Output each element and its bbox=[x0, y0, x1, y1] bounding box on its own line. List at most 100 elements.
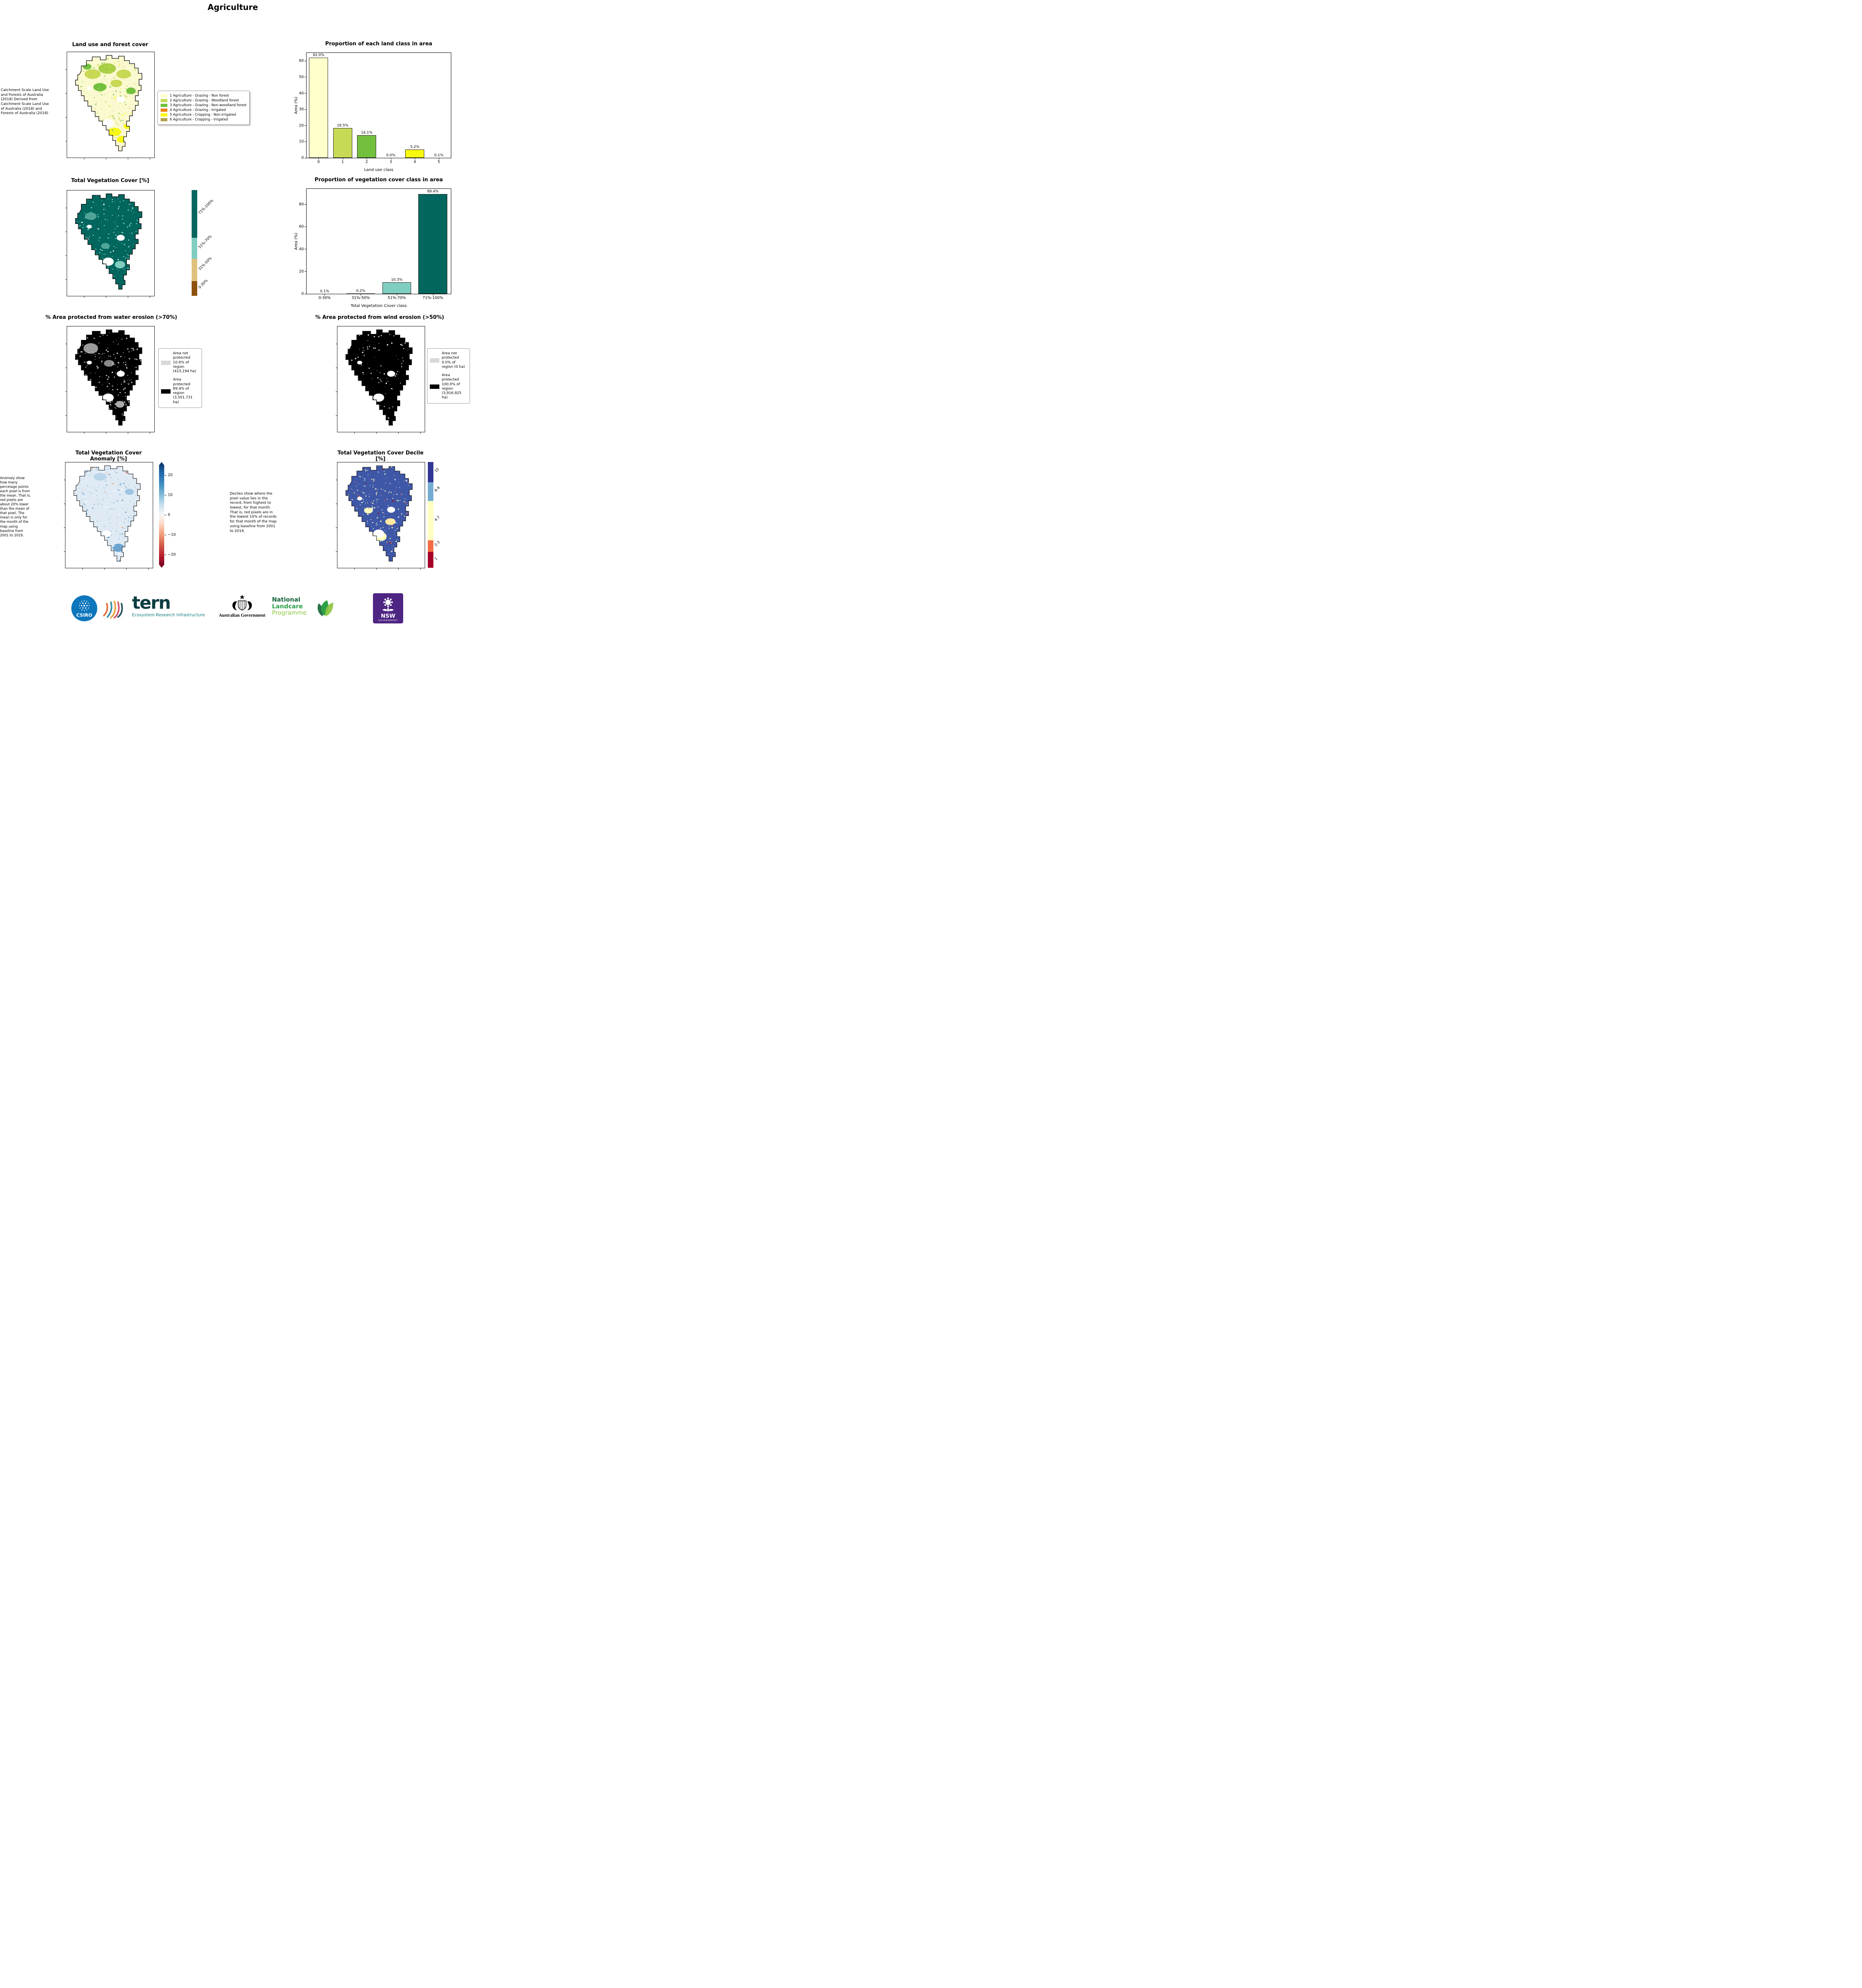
y-tick-label: 0 bbox=[301, 155, 304, 160]
legend-label: 5 Agriculture - Cropping - Non-irrigated bbox=[170, 113, 236, 117]
colorbar-label: 51%-70% bbox=[198, 235, 213, 250]
legend-label: 1 Agriculture - Grazing - Non forest bbox=[170, 94, 229, 98]
legend-swatch bbox=[161, 109, 167, 112]
bar bbox=[333, 128, 352, 158]
legend-item: 2 Agriculture - Grazing - Woodland fores… bbox=[161, 99, 247, 103]
decile-colorbar: 10 8-9 4-7 2-3 1 bbox=[428, 462, 441, 568]
indigenous-artwork-logo bbox=[102, 598, 126, 621]
csiro-wordmark: CSIRO bbox=[76, 612, 92, 618]
land-use-note: Catchment Scale Land Use and Forests of … bbox=[1, 88, 49, 116]
bar-value-label: 18.5% bbox=[337, 123, 349, 128]
colorbar-segment bbox=[428, 540, 433, 552]
legend-item: Area not protected 0.0% of region (0 ha) bbox=[430, 351, 467, 369]
x-tick-label: 5 bbox=[437, 160, 440, 164]
page-title: Agriculture bbox=[208, 2, 258, 12]
colorbar-segment bbox=[192, 258, 197, 281]
y-tick bbox=[305, 271, 306, 272]
land-class-chart-ylabel: Area (%) bbox=[294, 97, 299, 114]
veg-class-chart-ylabel: Area (%) bbox=[294, 233, 299, 250]
legend-item: 6 Agriculture - Cropping - Irrigated bbox=[161, 118, 247, 122]
legend-item: 3 Agriculture - Grazing - Non-woodland f… bbox=[161, 103, 247, 107]
x-tick-label: 1 bbox=[341, 160, 344, 164]
x-tick-label: 0 bbox=[317, 160, 320, 164]
colorbar-segment bbox=[192, 190, 197, 238]
water-erosion-title: % Area protected from water erosion (>70… bbox=[45, 315, 177, 320]
x-tick-label: 51%-70% bbox=[388, 296, 406, 300]
legend-item: 1 Agriculture - Grazing - Non forest bbox=[161, 94, 247, 98]
land-class-chart-xlabel: Land use class bbox=[364, 168, 394, 172]
land-class-chart-plot: 0 10 20 30 40 50 60 62.0% 0 18.5% 1 14.1% 2 0.0% 3 5.2%… bbox=[299, 52, 451, 164]
anomaly-map bbox=[64, 462, 153, 570]
veg-class-chart-plot: 0 20 40 60 80 0.1% 0-30% 0.2% 31%-50% 10.3% 51%-70… bbox=[299, 188, 451, 300]
artwork-icon bbox=[103, 600, 123, 620]
y-tick-label: 10 bbox=[299, 139, 304, 144]
y-tick-label: 20 bbox=[299, 123, 304, 128]
colorbar-tick bbox=[165, 475, 166, 476]
y-tick-label: 0 bbox=[301, 291, 304, 296]
colorbar-segment bbox=[192, 281, 197, 296]
x-tick-label: 4 bbox=[414, 160, 416, 164]
legend-label: Area not protected 0.0% of region (0 ha) bbox=[442, 351, 465, 369]
bar-value-label: 14.1% bbox=[361, 130, 373, 135]
australian-government-logo: Australian Government bbox=[216, 593, 268, 618]
veg-cover-map-title: Total Vegetation Cover [%] bbox=[71, 178, 150, 184]
australian-government-crest-icon bbox=[232, 594, 252, 611]
x-tick bbox=[318, 158, 319, 159]
colorbar-label: 8-9 bbox=[434, 486, 441, 493]
australian-government-label: Australian Government bbox=[219, 613, 266, 618]
y-tick-label: 80 bbox=[299, 202, 304, 207]
land-use-legend: 1 Agriculture - Grazing - Non forest 2 Ag… bbox=[157, 91, 250, 125]
landcare-line2: Landcare bbox=[272, 602, 303, 610]
colorbar-tick-label: −20 bbox=[168, 552, 176, 557]
land-use-map-title: Land use and forest cover bbox=[72, 42, 148, 48]
landcare-logo: National Landcare Programme bbox=[272, 596, 312, 616]
nsw-sublabel: GOVERNMENT bbox=[378, 619, 398, 622]
x-tick bbox=[324, 294, 325, 295]
legend-swatch bbox=[430, 384, 439, 389]
legend-swatch bbox=[161, 118, 167, 121]
bar bbox=[405, 149, 425, 158]
nsw-government-logo: NSW GOVERNMENT bbox=[373, 593, 403, 623]
colorbar-column bbox=[428, 462, 433, 568]
decile-note: Deciles show where the pixel value lies … bbox=[230, 492, 277, 533]
anomaly-colorbar: 20 10 0 −10 −20 bbox=[159, 462, 176, 568]
land-use-map bbox=[65, 52, 155, 160]
y-tick bbox=[305, 204, 306, 205]
land-class-chart: Proportion of each land class in area Ar… bbox=[275, 41, 458, 177]
legend-swatch bbox=[161, 94, 167, 97]
landcare-line3: Programme bbox=[272, 609, 307, 616]
legend-label: 6 Agriculture - Cropping - Irrigated bbox=[170, 118, 228, 122]
x-tick-label: 0-30% bbox=[318, 296, 331, 300]
colorbar-label: 4-7 bbox=[434, 515, 441, 522]
colorbar-segment bbox=[428, 462, 433, 482]
legend-swatch bbox=[161, 360, 171, 365]
colorbar-label: 71%-100% bbox=[198, 198, 215, 215]
legend-label: Area not protected 10.6% of region (415,… bbox=[173, 351, 196, 373]
colorbar-label: 0-30% bbox=[198, 279, 209, 290]
bar bbox=[346, 293, 375, 295]
legend-swatch bbox=[430, 358, 439, 363]
colorbar-column bbox=[192, 190, 197, 296]
tern-wordmark: tern bbox=[132, 593, 171, 613]
x-tick-label: 3 bbox=[389, 160, 392, 164]
leaf-icon bbox=[317, 600, 334, 617]
y-tick bbox=[305, 109, 306, 110]
wind-erosion-map bbox=[336, 326, 425, 434]
legend-item: Area protected 100.0% of region (3,916,9… bbox=[430, 373, 467, 400]
veg-class-chart-title: Proportion of vegetation cover class in … bbox=[315, 177, 443, 183]
veg-cover-colorbar: 71%-100% 51%-70% 31%-50% 0-30% bbox=[192, 190, 214, 296]
bar-value-label: 5.2% bbox=[410, 145, 419, 149]
bar-value-label: 0.0% bbox=[386, 153, 396, 157]
bar-value-label: 0.2% bbox=[356, 289, 365, 293]
bar bbox=[418, 194, 447, 294]
legend-label: 2 Agriculture - Grazing - Woodland fores… bbox=[170, 99, 239, 103]
x-tick-label: 71%-100% bbox=[422, 296, 443, 300]
colorbar-segment bbox=[428, 501, 433, 540]
colorbar-segment bbox=[428, 552, 433, 568]
bar bbox=[357, 135, 377, 158]
x-tick-label: 2 bbox=[365, 160, 368, 164]
legend-item: 4 Agriculture - Grazing - Irrigated bbox=[161, 108, 247, 112]
decile-map-title: Total Vegetation Cover Decile [%] bbox=[337, 450, 424, 462]
y-tick-label: 30 bbox=[299, 107, 304, 112]
bar-value-label: 0.1% bbox=[320, 289, 329, 293]
